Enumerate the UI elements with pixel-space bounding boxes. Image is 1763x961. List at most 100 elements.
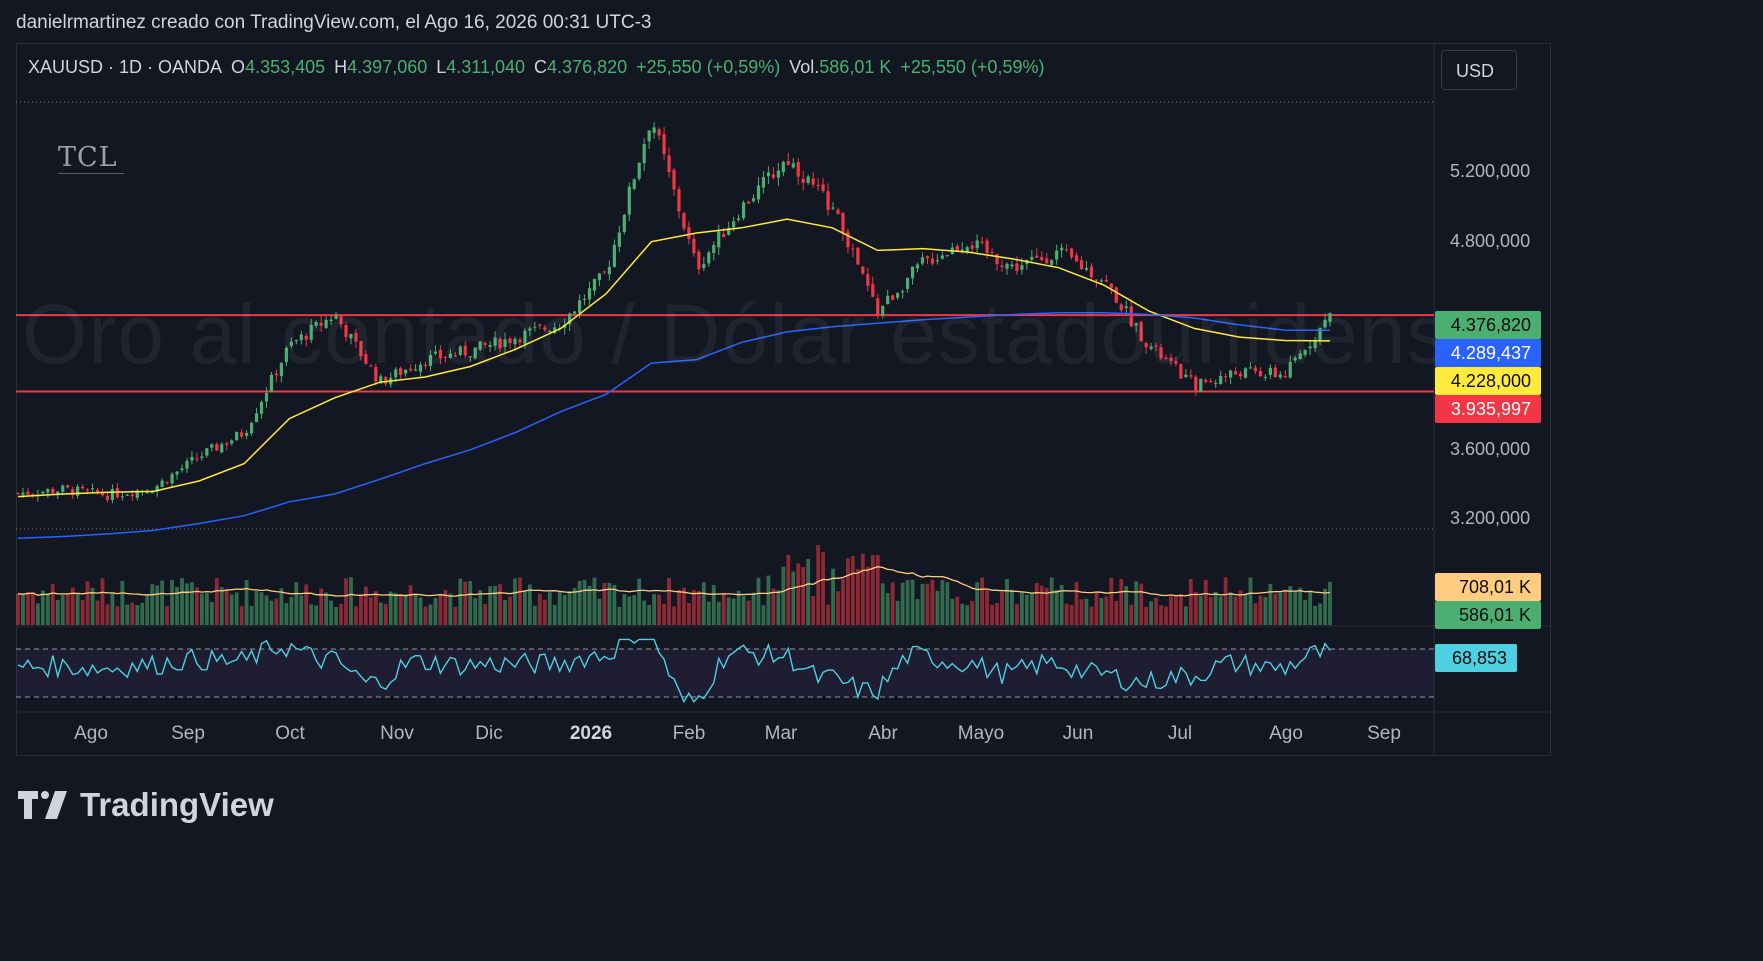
volume-bar (180, 577, 184, 625)
volume-bar (781, 566, 786, 625)
candle-body (945, 255, 949, 257)
candle-body (95, 489, 100, 494)
volume-bar (209, 601, 214, 625)
tradingview-logo-icon (18, 791, 67, 819)
candle-body (274, 373, 279, 376)
chart-canvas[interactable] (16, 43, 1551, 756)
time-tick-label: Jul (1167, 723, 1193, 744)
candle-body (722, 234, 726, 238)
volume-bar (1283, 589, 1288, 625)
candle-body (155, 486, 159, 492)
candle-body (1273, 367, 1277, 377)
volume-bar (836, 591, 840, 625)
volume-bar (234, 592, 239, 625)
candle-body (215, 444, 219, 451)
volume-bar (483, 604, 488, 625)
volume-bar (1198, 595, 1203, 625)
tradingview-brand: TradingView (18, 786, 274, 824)
candle-body (771, 174, 775, 178)
candle-body (573, 311, 577, 314)
volume-bar (910, 579, 915, 625)
candle-body (423, 364, 428, 366)
volume-bar (1308, 590, 1313, 625)
volume-bar (870, 555, 875, 625)
volume-bar (1034, 582, 1039, 625)
candle-body (409, 368, 413, 371)
candle-body (553, 327, 557, 333)
price-tick-label: 4.800,000 (1450, 230, 1531, 251)
volume-change: +25,550 (+0,59%) (900, 57, 1045, 77)
volume-bar (751, 592, 756, 625)
volume-bar (428, 604, 433, 625)
candle-body (1055, 250, 1059, 260)
volume-bar (175, 587, 179, 625)
volume-bar (160, 580, 165, 625)
candle-body (1303, 350, 1307, 355)
volume-bar (865, 566, 870, 625)
volume-pane (16, 544, 1332, 625)
volume-bar (925, 583, 930, 625)
candle-body (518, 339, 522, 343)
volume-bar (1154, 597, 1158, 625)
candle-body (985, 240, 989, 254)
candle-body (707, 252, 711, 264)
volume-bar (1268, 583, 1273, 625)
candle-body (453, 355, 457, 357)
candle-body (1040, 256, 1044, 261)
volume-bar (851, 556, 855, 625)
candle-body (1030, 256, 1034, 260)
volume-bar (562, 594, 567, 625)
volume-bar (771, 588, 776, 625)
candle-body (1069, 248, 1074, 258)
volume-bar (1328, 581, 1332, 625)
candle-body (468, 356, 472, 358)
volume-bar (1119, 578, 1124, 625)
candle-body (145, 492, 149, 494)
candle-body (76, 486, 80, 496)
volume-bar (70, 587, 75, 625)
volume-bar (1139, 583, 1144, 625)
candle-body (1154, 345, 1158, 347)
volume-bar (1278, 592, 1283, 625)
candle-body (1253, 367, 1258, 372)
volume-bar (826, 604, 830, 625)
volume-bar (224, 589, 229, 625)
rsi-value-label: 68,853 (1435, 644, 1517, 672)
volume-bar (622, 594, 627, 625)
candle-body (1238, 373, 1243, 377)
volume-bar (115, 606, 120, 625)
candle-body (632, 179, 636, 189)
candle-body (369, 365, 373, 367)
volume-bar (363, 586, 368, 625)
candle-body (846, 231, 850, 248)
candle-body (607, 267, 611, 275)
candle-body (960, 249, 964, 252)
volume-bar (16, 593, 20, 625)
candle-body (677, 189, 681, 212)
candle-body (384, 376, 388, 384)
candle-body (160, 480, 164, 487)
candle-body (672, 169, 676, 190)
candle-body (1129, 306, 1133, 327)
candle-body (1194, 376, 1198, 392)
volume-bar (50, 583, 55, 625)
currency-selector[interactable]: USD (1441, 50, 1517, 90)
volume-bar (85, 581, 90, 625)
volume-bar (746, 600, 751, 625)
time-tick-label: Sep (171, 723, 205, 744)
candle-body (299, 334, 303, 341)
volume-bar (344, 578, 348, 625)
volume-bar (398, 594, 403, 625)
candle-body (1288, 362, 1292, 378)
volume-bar (1089, 606, 1094, 625)
volume-bar (547, 592, 552, 625)
candle-body (831, 207, 835, 209)
price-tick-label: 5.200,000 (1450, 161, 1531, 182)
volume-bar (975, 582, 980, 625)
ma-short-line (17, 218, 1331, 498)
volume-bar (567, 591, 572, 625)
candle-body (538, 324, 542, 326)
candle-body (81, 486, 85, 489)
candle-body (359, 341, 363, 357)
volume-value: 586,01 K (819, 57, 892, 77)
